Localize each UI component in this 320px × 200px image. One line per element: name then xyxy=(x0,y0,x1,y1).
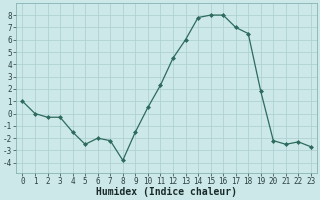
X-axis label: Humidex (Indice chaleur): Humidex (Indice chaleur) xyxy=(96,187,237,197)
